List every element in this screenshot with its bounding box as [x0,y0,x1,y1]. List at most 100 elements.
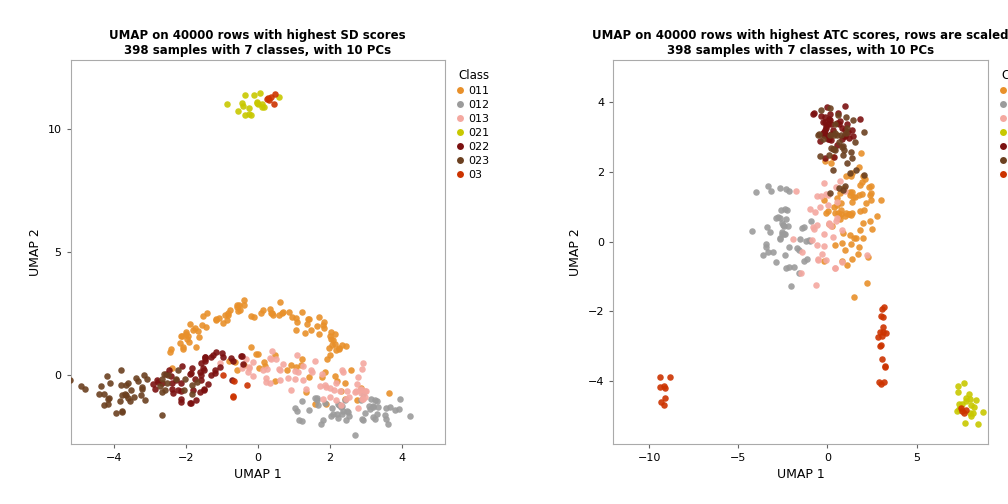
022 [158,370,174,378]
021 [966,403,982,411]
03 [873,341,889,349]
011 [853,181,869,189]
011 [323,332,339,340]
013 [354,395,370,403]
011 [230,307,246,316]
013 [271,376,287,384]
03 [876,303,892,311]
011 [179,333,196,341]
011 [288,326,304,334]
011 [852,207,868,215]
013 [808,221,825,229]
021 [241,110,257,118]
011 [838,209,854,217]
022 [225,357,241,365]
011 [262,308,278,317]
022 [194,359,210,367]
013 [820,201,836,209]
023 [93,382,109,390]
022 [184,364,201,372]
011 [186,324,203,332]
023 [836,146,852,154]
021 [956,379,972,387]
012 [366,413,382,421]
023 [827,129,843,137]
022 [197,385,213,393]
023 [168,374,184,383]
011 [236,296,252,304]
023 [113,366,129,374]
012 [287,404,303,412]
011 [842,188,858,196]
011 [178,330,195,338]
03 [657,385,673,393]
013 [327,386,343,394]
012 [758,242,774,250]
023 [136,371,152,379]
012 [777,229,793,237]
011 [841,210,857,218]
011 [229,303,245,311]
023 [113,381,129,389]
013 [323,384,339,392]
011 [845,169,861,177]
023 [152,382,168,390]
013 [282,387,298,395]
011 [309,322,326,330]
023 [153,375,169,384]
013 [268,355,284,363]
011 [163,345,179,353]
013 [812,203,829,211]
011 [253,309,269,317]
011 [270,311,286,319]
011 [832,215,848,223]
013 [788,187,804,196]
022 [835,135,851,143]
012 [803,217,820,225]
022 [174,361,191,369]
023 [821,151,837,159]
013 [290,368,306,376]
022 [233,352,249,360]
013 [859,251,875,259]
013 [241,364,257,372]
013 [258,374,274,382]
03 [877,363,893,371]
022 [197,386,213,394]
012 [308,394,325,402]
021 [251,89,267,97]
012 [795,258,811,266]
023 [184,381,201,389]
011 [264,308,280,317]
011 [178,328,195,336]
011 [211,314,227,323]
023 [97,401,113,409]
011 [174,345,191,353]
023 [844,148,860,156]
012 [309,401,326,409]
011 [250,350,266,358]
022 [831,109,847,117]
022 [203,352,219,360]
022 [197,366,213,374]
021 [958,394,974,402]
011 [843,231,859,239]
023 [827,146,843,154]
023 [847,138,863,146]
012 [386,406,402,414]
012 [339,407,355,415]
Y-axis label: UMAP 2: UMAP 2 [570,228,583,276]
011 [246,313,262,322]
013 [351,372,367,381]
011 [274,308,290,317]
022 [814,129,831,137]
011 [862,192,878,200]
012 [355,416,371,424]
011 [325,336,341,344]
012 [326,410,342,418]
011 [161,348,177,356]
011 [846,292,862,300]
011 [863,182,879,190]
011 [265,311,281,319]
03 [263,93,279,101]
